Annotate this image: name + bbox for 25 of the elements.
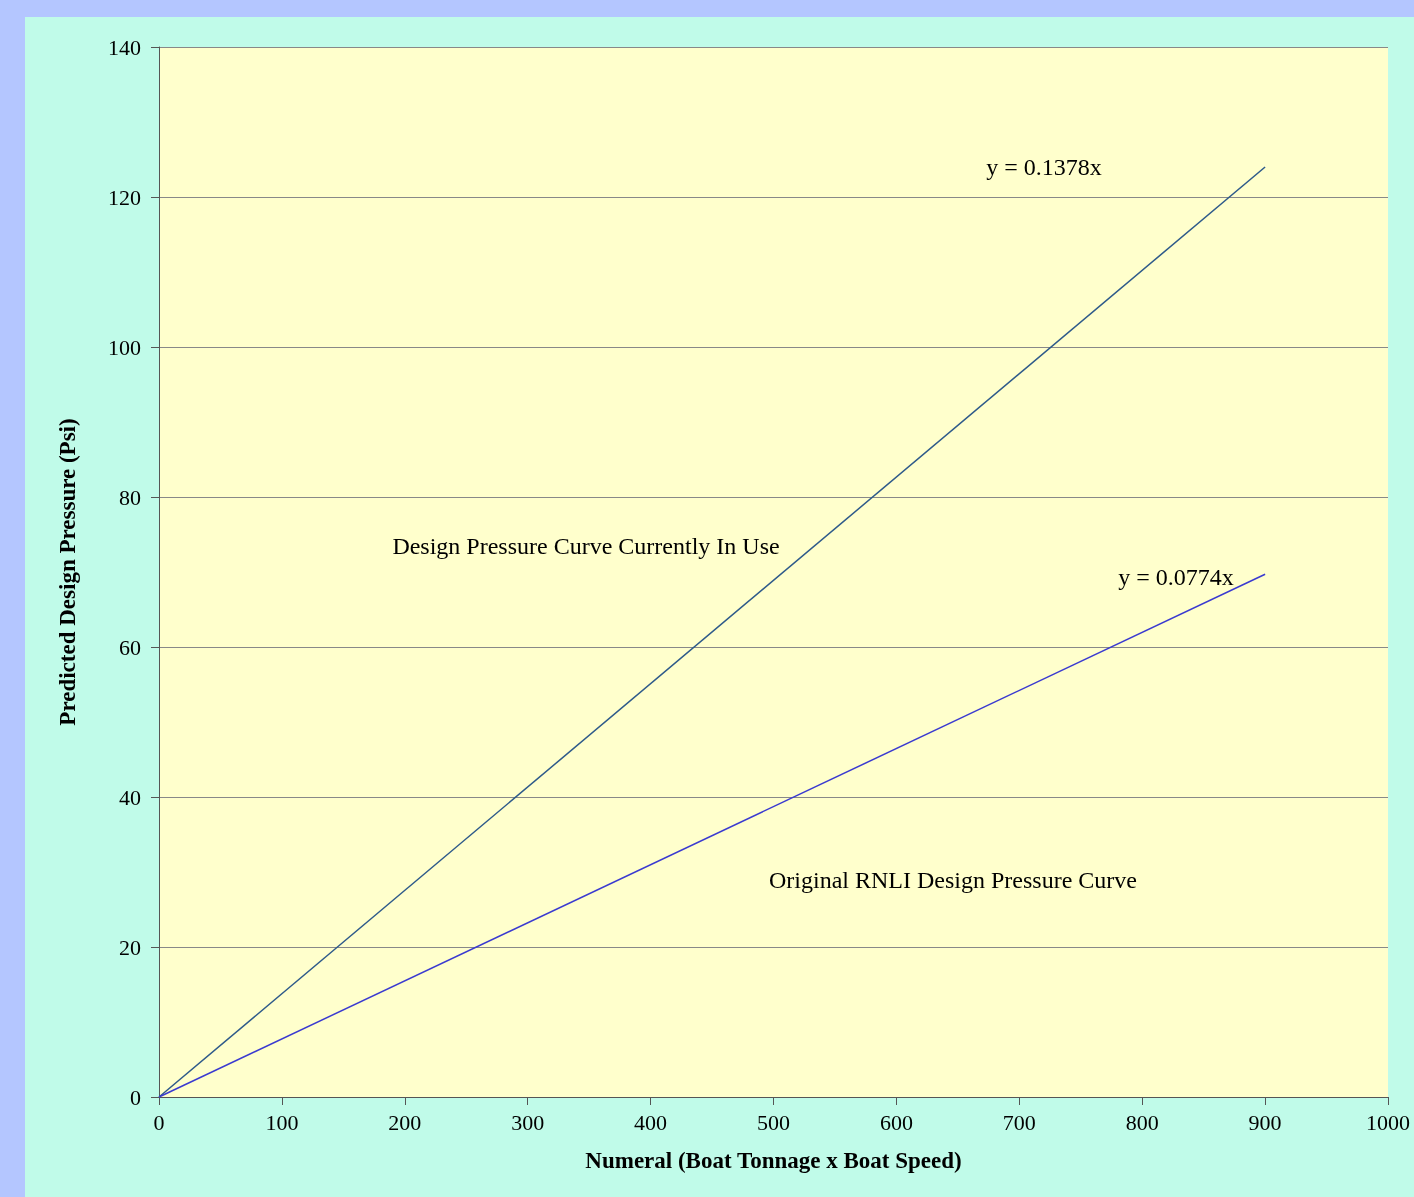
x-tick-label: 900 [1248, 1109, 1282, 1135]
x-tick-label: 800 [1125, 1109, 1159, 1135]
annotation: y = 0.0774x [1118, 564, 1234, 590]
y-tick-label: 40 [119, 784, 141, 810]
x-tick-label: 500 [757, 1109, 790, 1135]
y-tick-label: 0 [130, 1084, 141, 1110]
annotation: Design Pressure Curve Currently In Use [392, 533, 780, 559]
y-axis-title: Predicted Design Pressure (Psi) [55, 418, 80, 726]
x-axis-title: Numeral (Boat Tonnage x Boat Speed) [585, 1148, 962, 1173]
x-tick-label: 200 [388, 1109, 422, 1135]
x-tick-label: 600 [879, 1109, 913, 1135]
y-tick-label: 120 [108, 184, 141, 210]
annotation: y = 0.1378x [986, 154, 1102, 180]
x-tick-label: 400 [634, 1109, 668, 1135]
y-tick-label: 20 [119, 934, 141, 960]
x-tick-label: 700 [1002, 1109, 1036, 1135]
x-tick-label: 1000 [1366, 1109, 1410, 1135]
y-tick-label: 80 [119, 484, 141, 510]
y-tick-label: 60 [119, 634, 141, 660]
annotation: Original RNLI Design Pressure Curve [769, 867, 1137, 893]
x-tick-label: 0 [153, 1109, 165, 1135]
x-tick-label: 100 [265, 1109, 299, 1135]
y-tick-label: 100 [108, 334, 141, 360]
y-tick-label: 140 [108, 34, 141, 60]
x-tick-label: 300 [511, 1109, 545, 1135]
